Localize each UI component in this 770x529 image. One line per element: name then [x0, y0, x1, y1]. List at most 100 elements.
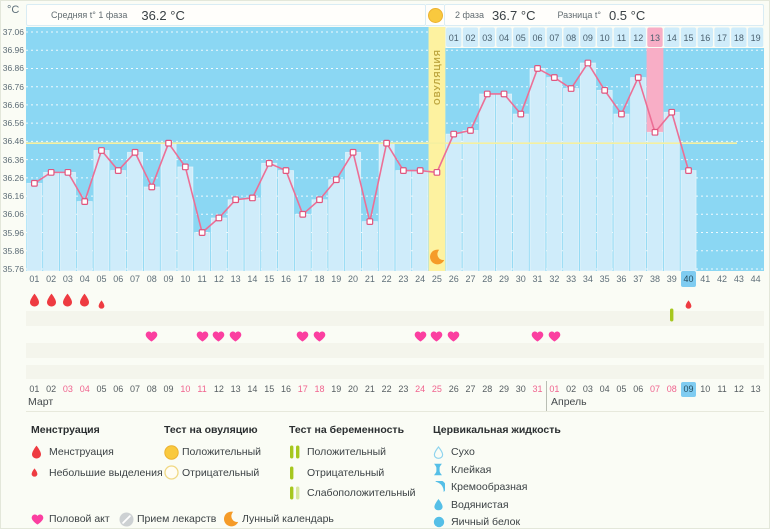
date-cell[interactable]: 18: [314, 384, 325, 394]
cycle-day-cell[interactable]: 19: [331, 274, 342, 284]
post-ovulation-day-cell[interactable]: [596, 27, 613, 48]
cycle-day-cell[interactable]: 37: [633, 274, 644, 284]
cycle-day-cell[interactable]: 09: [163, 274, 174, 284]
date-cell[interactable]: 11: [717, 384, 727, 394]
post-ovulation-day-cell[interactable]: [630, 27, 646, 48]
post-ovulation-day-cell[interactable]: [697, 27, 713, 48]
cycle-day-cell[interactable]: 15: [264, 274, 275, 284]
date-cell[interactable]: 31: [532, 384, 543, 394]
post-ovulation-day-cell[interactable]: [747, 27, 764, 48]
cycle-day-cell[interactable]: 05: [96, 274, 107, 284]
cycle-day-cell[interactable]: 17: [297, 274, 308, 284]
post-ovulation-day-cell[interactable]: [479, 27, 495, 48]
cycle-day-cell[interactable]: 14: [247, 274, 258, 284]
date-cell[interactable]: 12: [733, 384, 744, 394]
date-cell[interactable]: 05: [96, 384, 107, 394]
post-ovulation-day-cell[interactable]: [731, 27, 747, 48]
date-cell[interactable]: 10: [180, 384, 191, 394]
cycle-day-cell[interactable]: 32: [549, 274, 560, 284]
date-cell[interactable]: 28: [482, 384, 493, 394]
post-ovulation-day-cell[interactable]: [664, 27, 680, 48]
cycle-day-cell[interactable]: 18: [314, 274, 325, 284]
date-cell[interactable]: 04: [79, 384, 90, 394]
date-cell[interactable]: 07: [649, 384, 660, 394]
cycle-day-cell[interactable]: 34: [582, 274, 593, 284]
date-cell[interactable]: 09: [680, 382, 697, 397]
date-cell[interactable]: 01: [549, 384, 560, 394]
cycle-day-cell[interactable]: 12: [213, 274, 224, 284]
cycle-day-cell[interactable]: 27: [465, 274, 476, 284]
post-ovulation-day-cell[interactable]: [647, 27, 663, 48]
date-cell[interactable]: 13: [230, 384, 241, 394]
cycle-day-cell[interactable]: 10: [180, 274, 191, 284]
post-ovulation-day-cell[interactable]: [563, 27, 579, 48]
cycle-day-cell[interactable]: 31: [532, 274, 543, 284]
cycle-day-cell[interactable]: 24: [415, 274, 426, 284]
date-cell[interactable]: 13: [750, 384, 761, 394]
cycle-day-cell[interactable]: 20: [348, 274, 359, 284]
cycle-day-cell[interactable]: 23: [398, 274, 409, 284]
cycle-day-cell[interactable]: 21: [364, 274, 375, 284]
date-cell[interactable]: 24: [415, 384, 426, 394]
date-cell[interactable]: 11: [197, 384, 207, 394]
date-cell[interactable]: 05: [616, 384, 627, 394]
cycle-day-cell[interactable]: 22: [381, 274, 392, 284]
date-cell[interactable]: 01: [29, 384, 40, 394]
cycle-day-cell[interactable]: 29: [499, 274, 510, 284]
temperature-chart[interactable]: 01 02 03 04 05 06 07 08 09 10 11 12 13 14 15 16 17 18 19: [26, 27, 764, 271]
cycle-day-cell[interactable]: 04: [79, 274, 90, 284]
date-cell[interactable]: 25: [431, 384, 442, 394]
cycle-day-cell[interactable]: 41: [700, 274, 711, 284]
date-cell[interactable]: 21: [364, 384, 375, 394]
date-cell[interactable]: 03: [582, 384, 593, 394]
date-cell[interactable]: 29: [499, 384, 510, 394]
cycle-day-cell[interactable]: 42: [717, 274, 728, 284]
cycle-day-cell[interactable]: 36: [616, 274, 627, 284]
post-ovulation-day-cell[interactable]: [714, 27, 730, 48]
cycle-day-cell[interactable]: 33: [566, 274, 577, 284]
date-cell[interactable]: 16: [280, 384, 291, 394]
cycle-day-cell[interactable]: 30: [515, 274, 526, 284]
cycle-day-cell[interactable]: 03: [62, 274, 73, 284]
date-cell[interactable]: 19: [331, 384, 342, 394]
cycle-day-cell[interactable]: 43: [733, 274, 744, 284]
cycle-day-cell[interactable]: 11: [197, 274, 207, 284]
post-ovulation-day-cell[interactable]: [546, 27, 563, 48]
cycle-day-cell[interactable]: 44: [750, 274, 761, 284]
post-ovulation-day-cell[interactable]: [462, 27, 479, 48]
post-ovulation-day-cell[interactable]: [496, 27, 512, 48]
cycle-day-cell[interactable]: 35: [599, 274, 610, 284]
cycle-day-cell[interactable]: 13: [230, 274, 241, 284]
date-cell[interactable]: 27: [465, 384, 476, 394]
cycle-day-cell[interactable]: 02: [46, 274, 57, 284]
date-cell[interactable]: 23: [398, 384, 409, 394]
cycle-day-cell[interactable]: 39: [666, 274, 677, 284]
date-cell[interactable]: 10: [700, 384, 711, 394]
date-cell[interactable]: 14: [247, 384, 258, 394]
cycle-day-cell[interactable]: 40: [680, 271, 697, 287]
date-cell[interactable]: 08: [666, 384, 677, 394]
date-cell[interactable]: 20: [348, 384, 359, 394]
date-cell[interactable]: 08: [146, 384, 157, 394]
date-cell[interactable]: 22: [381, 384, 392, 394]
cycle-day-cell[interactable]: 16: [280, 274, 291, 284]
cycle-day-cell[interactable]: 01: [29, 274, 40, 284]
date-cell[interactable]: 30: [515, 384, 526, 394]
date-cell[interactable]: 04: [599, 384, 610, 394]
cycle-day-cell[interactable]: 28: [482, 274, 493, 284]
post-ovulation-day-cell[interactable]: [680, 27, 697, 48]
post-ovulation-day-cell[interactable]: [529, 27, 546, 48]
cycle-day-cell[interactable]: 06: [113, 274, 124, 284]
date-cell[interactable]: 02: [46, 384, 57, 394]
date-cell[interactable]: 06: [113, 384, 124, 394]
date-cell[interactable]: 02: [566, 384, 577, 394]
date-cell[interactable]: 03: [62, 384, 73, 394]
post-ovulation-day-cell[interactable]: [580, 27, 596, 48]
cycle-day-cell[interactable]: 25: [431, 274, 442, 284]
post-ovulation-day-cell[interactable]: [446, 27, 462, 48]
date-cell[interactable]: 12: [213, 384, 224, 394]
date-cell[interactable]: 26: [448, 384, 459, 394]
cycle-day-cell[interactable]: 07: [130, 274, 141, 284]
cycle-day-cell[interactable]: 38: [649, 274, 660, 284]
cycle-day-cell[interactable]: 08: [146, 274, 157, 284]
